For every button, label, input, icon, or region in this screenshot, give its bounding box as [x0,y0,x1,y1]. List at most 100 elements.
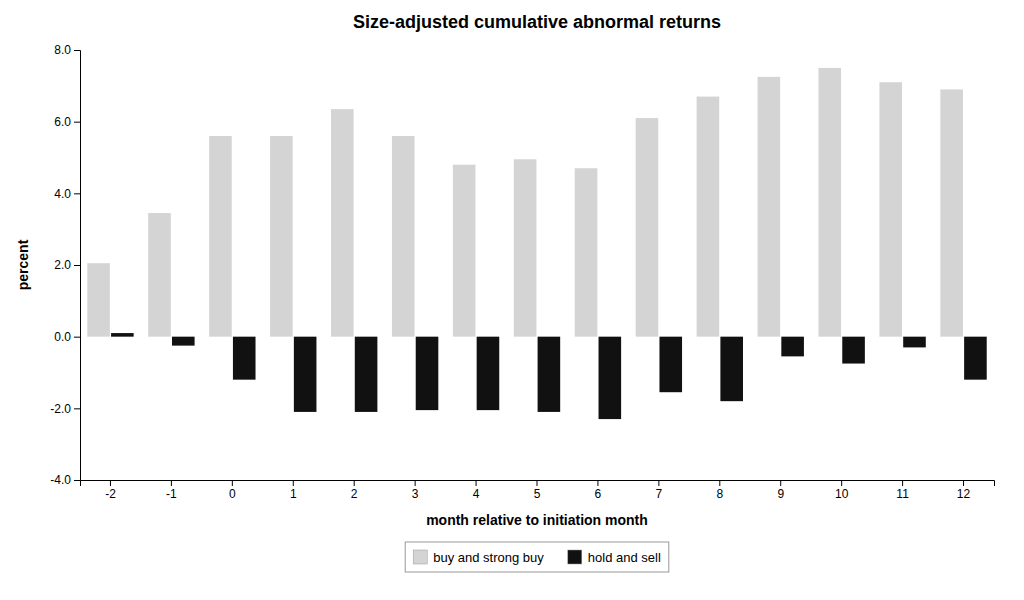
y-tick: 0.0 [54,330,80,344]
tick-mark [74,265,80,266]
tick-label: 1 [290,487,297,501]
bar [111,333,134,337]
bar [697,97,720,337]
tick-mark [658,480,659,486]
bar [842,337,865,364]
tick-mark [74,480,80,481]
x-tick: 5 [534,480,541,501]
tick-mark [597,480,598,486]
bar [233,337,256,380]
tick-mark [74,50,80,51]
x-tick: 0 [229,480,236,501]
axis-line [74,51,81,481]
tick-label: 10 [835,487,849,501]
tick-mark [171,480,172,486]
x-tick: -1 [166,480,177,501]
chart: -2-10123456789101112-4.0-2.00.02.04.06.0… [0,0,1024,600]
tick-label: 6.0 [54,115,71,129]
x-tick: 9 [777,480,784,501]
bar [636,118,659,337]
y-tick: 8.0 [54,43,80,57]
x-tick: 3 [412,480,419,501]
tick-label: 6 [595,487,602,501]
tick-label: 4 [473,487,480,501]
bar [818,68,841,337]
axis-line [81,481,995,487]
tick-mark [537,480,538,486]
tick-mark [110,480,111,486]
y-tick: -2.0 [50,402,80,416]
tick-mark [354,480,355,486]
x-tick: 4 [473,480,480,501]
tick-label: 5 [534,487,541,501]
bar [758,77,781,337]
legend-swatch [413,550,427,564]
x-tick: 11 [896,480,909,501]
tick-label: 11 [896,487,909,501]
tick-label: -1 [166,487,177,501]
tick-mark [74,193,80,194]
bar [331,109,354,337]
tick-mark [74,408,80,409]
tick-label: -4.0 [50,473,71,487]
tick-label: 8.0 [54,43,71,57]
bar [964,337,987,380]
bar [453,165,476,337]
y-tick: 6.0 [54,115,80,129]
tick-mark [902,480,903,486]
legend-swatch [568,550,582,564]
tick-mark [293,480,294,486]
bar [87,263,110,336]
tick-label: 3 [412,487,419,501]
bar [148,213,171,337]
bar [903,337,926,348]
tick-mark [74,122,80,123]
x-tick: 10 [835,480,849,501]
bar-series [87,68,963,337]
x-axis: -2-10123456789101112 [81,480,995,501]
bar [477,337,500,410]
bar-series [111,333,987,419]
bar [599,337,622,419]
bar [392,136,415,337]
tick-label: 9 [777,487,784,501]
x-tick: -2 [105,480,116,501]
plot: -2-10123456789101112-4.0-2.00.02.04.06.0… [50,43,994,500]
tick-mark [476,480,477,486]
bars [87,68,986,419]
y-tick: 4.0 [54,187,80,201]
tick-mark [74,337,80,338]
tick-mark [841,480,842,486]
bar [781,337,804,357]
bar [514,159,537,336]
tick-label: 4.0 [54,187,71,201]
bar [209,136,232,337]
bar [879,82,902,336]
x-tick: 2 [351,480,358,501]
x-tick: 6 [595,480,602,501]
bar [538,337,561,412]
tick-mark [780,480,781,486]
x-tick: 7 [656,480,663,501]
bar [416,337,439,410]
legend: buy and strong buyhold and sell [405,542,669,572]
y-axis: -4.0-2.00.02.04.06.08.0 [50,43,80,487]
y-tick: -4.0 [50,473,80,487]
bar [659,337,682,393]
tick-label: 8 [716,487,723,501]
x-axis-title: month relative to initiation month [426,512,648,528]
bar [355,337,378,412]
bar [294,337,317,412]
tick-mark [232,480,233,486]
bar [720,337,743,402]
bar [270,136,293,337]
tick-mark [719,480,720,486]
bar [575,168,598,336]
bar [940,89,963,336]
y-axis-title: percent [15,239,31,290]
tick-label: 0 [229,487,236,501]
tick-label: 0.0 [54,330,71,344]
tick-label: 7 [656,487,663,501]
tick-mark [963,480,964,486]
x-tick: 8 [716,480,723,501]
